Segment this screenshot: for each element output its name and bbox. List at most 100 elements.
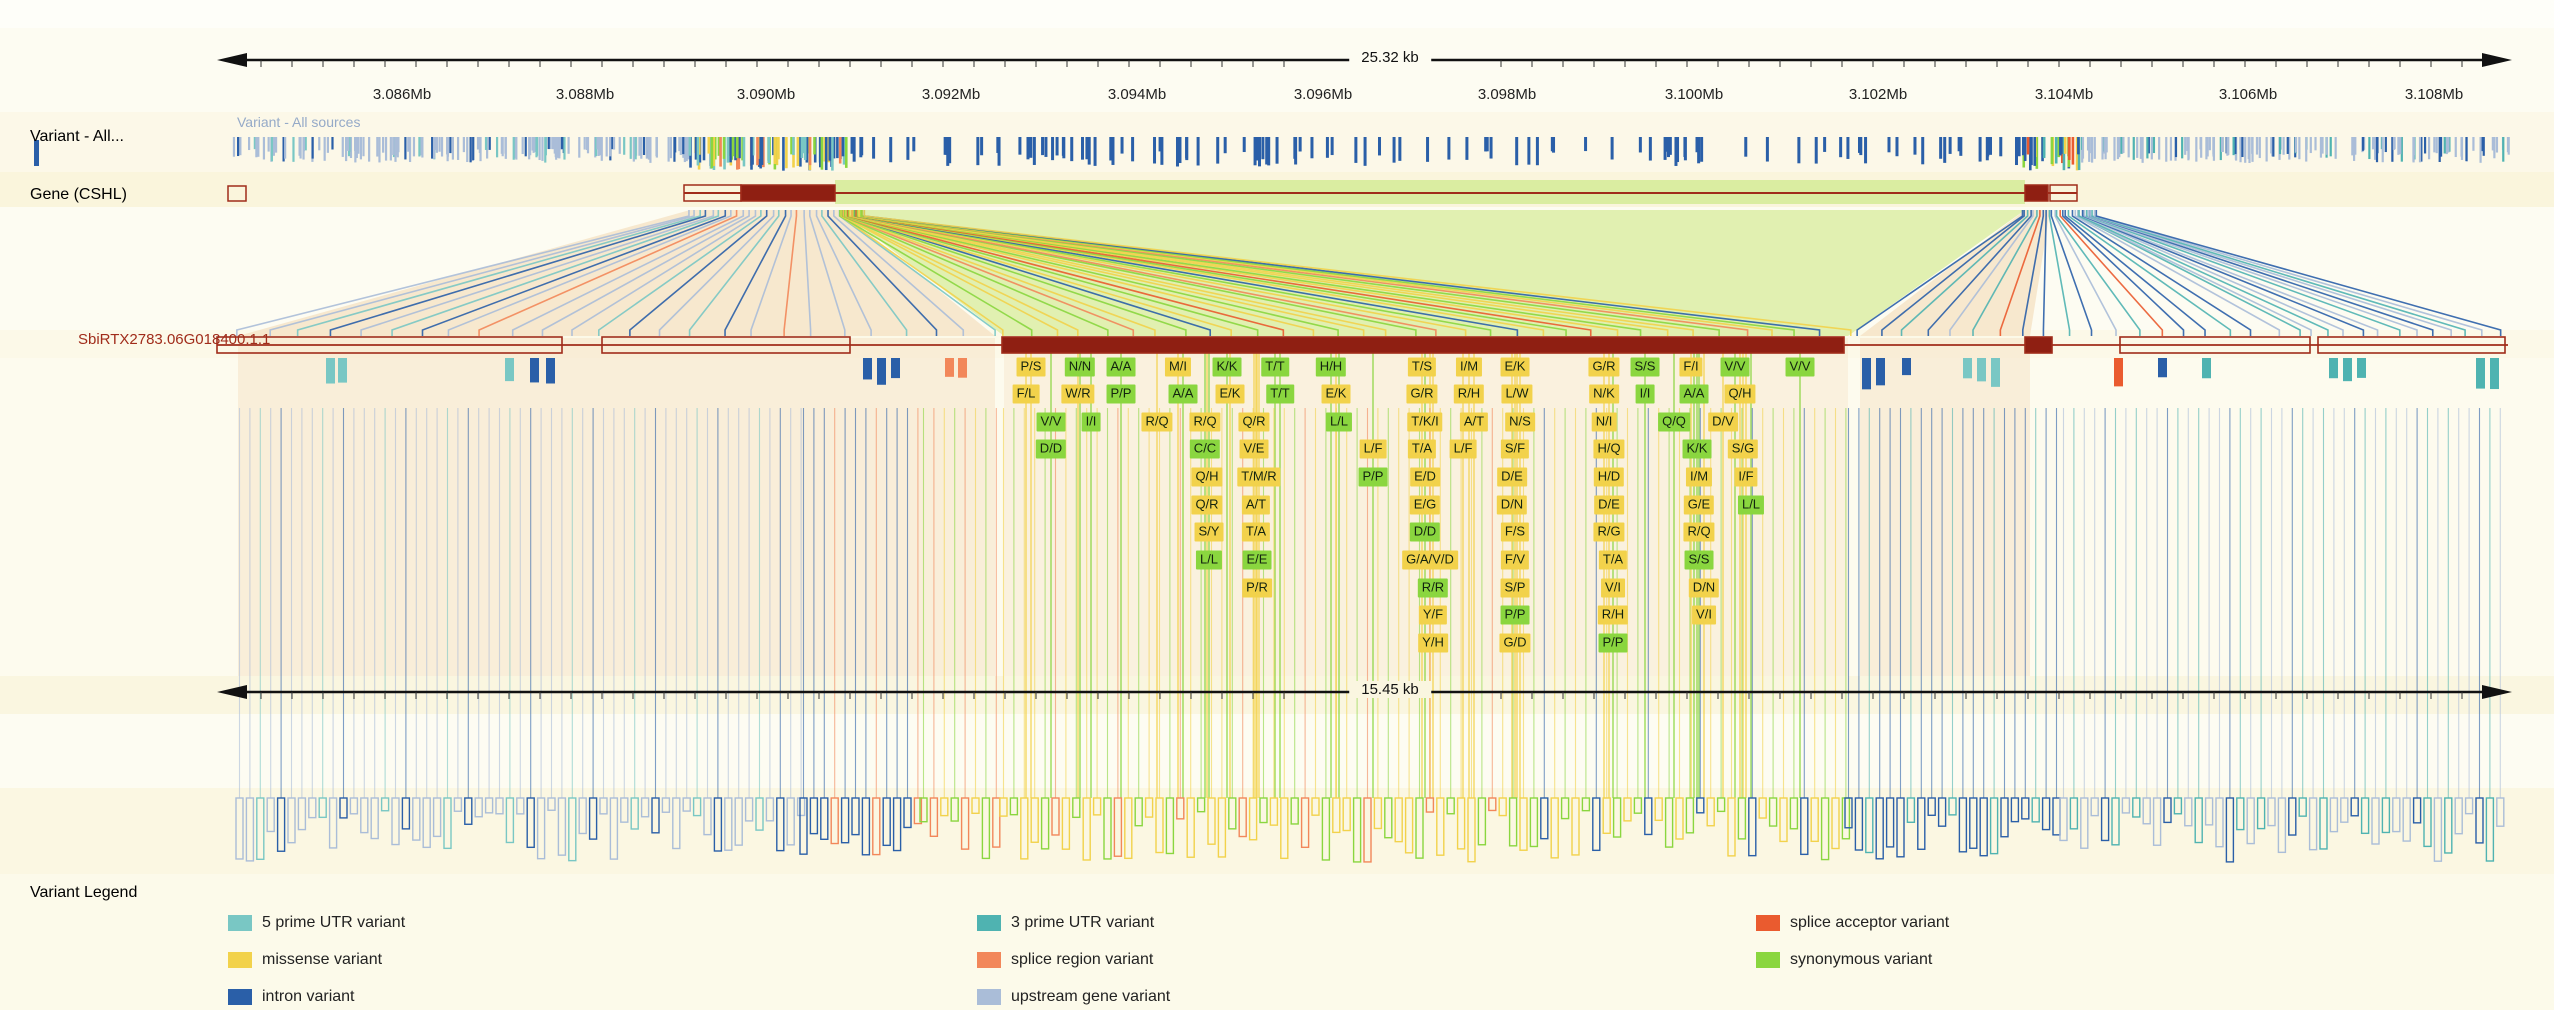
variant-density-bar[interactable] <box>1352 797 1362 863</box>
variant-tick[interactable] <box>2244 137 2247 163</box>
variant-density-bar[interactable] <box>1009 797 1019 816</box>
variant-tick[interactable] <box>2101 137 2104 160</box>
variant-tick[interactable] <box>2502 137 2505 162</box>
variant-tick[interactable] <box>1695 137 1699 153</box>
variant-density-bar[interactable] <box>2194 797 2203 844</box>
variant-tick[interactable] <box>682 137 685 155</box>
variant-density-bar[interactable] <box>2256 797 2266 830</box>
variant-tick[interactable] <box>2200 137 2203 158</box>
variant-tick[interactable] <box>2373 137 2377 160</box>
variant-tick[interactable] <box>1158 137 1162 152</box>
variant-density-bar[interactable] <box>1072 797 1081 819</box>
variant-density-bar[interactable] <box>1196 797 1206 813</box>
variant-density-bar[interactable] <box>2215 797 2224 848</box>
variant-density-bar[interactable] <box>391 797 400 846</box>
variant-tick[interactable] <box>1216 137 1220 164</box>
variant-tick[interactable] <box>1610 137 1614 160</box>
variant-tick[interactable] <box>2068 137 2071 160</box>
transcript-variant-box[interactable] <box>1977 358 1986 382</box>
variant-density-bar[interactable] <box>2475 797 2484 844</box>
variant-density-bar[interactable] <box>1477 797 1487 846</box>
variant-tick[interactable] <box>2088 137 2091 154</box>
variant-tick[interactable] <box>632 137 635 162</box>
variant-tick[interactable] <box>1697 137 1701 164</box>
variant-tick[interactable] <box>2298 137 2301 160</box>
variant-tick[interactable] <box>1153 137 1157 164</box>
variant-density-bar[interactable] <box>2433 797 2443 862</box>
variant-density-bar[interactable] <box>1800 797 1809 856</box>
variant-density-bar[interactable] <box>1644 797 1653 836</box>
variant-density-bar[interactable] <box>872 797 881 856</box>
variant-density-bar[interactable] <box>2319 797 2328 850</box>
variant-tick[interactable] <box>1858 137 1862 153</box>
variant-density-bar[interactable] <box>1467 797 1476 863</box>
variant-density-bar[interactable] <box>422 797 431 849</box>
variant-tick[interactable] <box>384 137 388 161</box>
variant-density-bar[interactable] <box>2371 797 2380 845</box>
variant-tick[interactable] <box>1398 137 1402 161</box>
variant-tick[interactable] <box>819 137 822 168</box>
variant-tick[interactable] <box>541 137 544 161</box>
variant-tick[interactable] <box>438 137 441 152</box>
variant-density-bar[interactable] <box>830 797 839 845</box>
variant-tick[interactable] <box>1087 137 1091 165</box>
variant-tick[interactable] <box>392 137 395 155</box>
variant-tick[interactable] <box>2270 137 2273 154</box>
variant-tick[interactable] <box>2206 137 2209 157</box>
variant-tick[interactable] <box>440 137 444 157</box>
variant-tick[interactable] <box>2381 137 2384 163</box>
variant-tick[interactable] <box>484 137 488 150</box>
variant-tick[interactable] <box>311 137 314 159</box>
variant-tick[interactable] <box>2127 137 2130 158</box>
variant-tick[interactable] <box>1044 137 1048 157</box>
variant-tick[interactable] <box>1426 137 1430 162</box>
variant-tick[interactable] <box>667 137 670 162</box>
variant-tick[interactable] <box>524 137 527 157</box>
variant-tick[interactable] <box>255 137 258 158</box>
variant-tick[interactable] <box>785 137 788 169</box>
variant-tick[interactable] <box>412 137 416 157</box>
variant-density-bar[interactable] <box>328 797 338 849</box>
variant-tick[interactable] <box>762 137 765 168</box>
variant-tick[interactable] <box>2147 137 2150 154</box>
variant-tick[interactable] <box>2062 137 2066 171</box>
variant-tick[interactable] <box>2248 137 2251 163</box>
variant-tick[interactable] <box>1814 137 1818 164</box>
variant-tick[interactable] <box>2015 137 2019 166</box>
variant-tick[interactable] <box>629 137 632 159</box>
variant-tick[interactable] <box>2265 137 2268 162</box>
variant-tick[interactable] <box>612 137 616 150</box>
variant-tick[interactable] <box>1485 137 1489 152</box>
variant-tick[interactable] <box>722 137 726 159</box>
variant-tick[interactable] <box>2258 137 2261 159</box>
variant-tick[interactable] <box>946 137 950 166</box>
variant-tick[interactable] <box>841 137 845 157</box>
variant-density-bar[interactable] <box>1176 797 1185 820</box>
variant-density-bar[interactable] <box>809 797 819 835</box>
variant-tick[interactable] <box>1120 137 1124 154</box>
variant-tick[interactable] <box>1223 137 1227 154</box>
variant-tick[interactable] <box>1489 137 1493 159</box>
variant-tick[interactable] <box>236 137 240 157</box>
variant-density-bar[interactable] <box>245 797 255 862</box>
variant-tick[interactable] <box>1959 137 1963 156</box>
variant-tick[interactable] <box>462 137 465 153</box>
variant-tick[interactable] <box>274 137 278 153</box>
variant-tick[interactable] <box>831 137 834 171</box>
transcript-variant-box[interactable] <box>2202 358 2211 379</box>
variant-tick[interactable] <box>2226 137 2229 156</box>
variant-tick[interactable] <box>808 137 812 166</box>
variant-density-bar[interactable] <box>1768 797 1778 827</box>
variant-density-bar[interactable] <box>2298 797 2307 817</box>
variant-tick[interactable] <box>2479 137 2482 163</box>
variant-density-bar[interactable] <box>903 797 912 829</box>
variant-density-bar[interactable] <box>1716 797 1726 813</box>
variant-density-bar[interactable] <box>360 797 369 834</box>
variant-density-bar[interactable] <box>755 797 764 831</box>
variant-density-bar[interactable] <box>971 797 980 815</box>
variant-tick[interactable] <box>1683 137 1687 157</box>
variant-tick[interactable] <box>2495 137 2499 153</box>
variant-density-bar[interactable] <box>1865 797 1874 854</box>
variant-tick[interactable] <box>2278 137 2282 155</box>
variant-density-bar[interactable] <box>1456 797 1466 850</box>
